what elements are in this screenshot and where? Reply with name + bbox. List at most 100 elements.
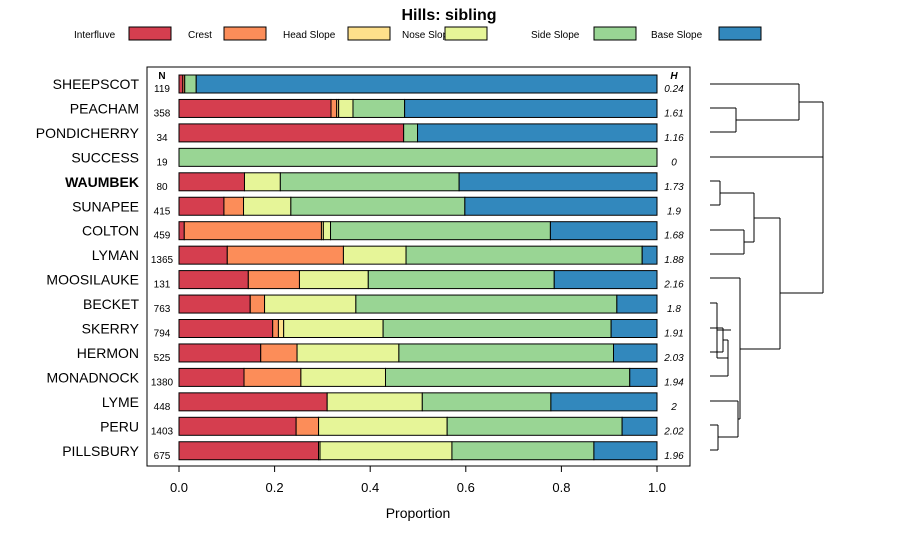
dendrogram-branch <box>779 130 824 349</box>
category-label: PONDICHERRY <box>36 125 140 141</box>
bar-segment-side-slope <box>290 196 466 216</box>
bar-segment-base-slope <box>616 294 658 314</box>
bar-segment-interfluve <box>178 416 297 436</box>
dendrogram-branch <box>710 102 824 158</box>
category-label: SHEEPSCOT <box>53 76 140 92</box>
bar-row: SUNAPEE 415 1.9 <box>72 196 681 217</box>
bar-segment-crest <box>260 343 298 363</box>
bar-segment-nose-slope <box>243 196 292 216</box>
n-column-header: N <box>158 71 165 82</box>
bar-row: PEACHAM 358 1.61 <box>70 98 684 119</box>
category-label: PEACHAM <box>70 100 139 116</box>
h-value-label: 0 <box>671 157 677 168</box>
n-value-label: 358 <box>154 108 171 119</box>
legend-swatch <box>444 26 488 41</box>
bar-segment-interfluve <box>178 98 332 118</box>
category-label: MOOSILAUKE <box>46 272 139 288</box>
dendrogram <box>710 83 824 451</box>
bar-segment-interfluve <box>178 441 320 461</box>
bar-segment-side-slope <box>446 416 623 436</box>
h-value-label: 1.88 <box>664 255 684 266</box>
bar-row: MONADNOCK 1380 1.94 <box>46 367 684 388</box>
bar-segment-interfluve <box>178 123 405 143</box>
bar-segment-nose-slope <box>319 441 453 461</box>
bar-segment-side-slope <box>330 221 551 241</box>
bar-row: PILLSBURY 675 1.96 <box>62 441 684 462</box>
n-value-label: 119 <box>154 84 170 95</box>
bar-row: COLTON 459 1.68 <box>82 221 684 242</box>
bar-row: PONDICHERRY 34 1.16 <box>36 123 684 144</box>
bar-segment-interfluve <box>178 367 245 387</box>
bar-segment-side-slope <box>367 270 555 290</box>
h-value-label: 1.91 <box>664 329 683 340</box>
bar-segment-side-slope <box>403 123 419 143</box>
bar-row: PERU 1403 2.02 <box>100 416 684 437</box>
bar-segment-interfluve <box>178 343 262 363</box>
bar-segment-base-slope <box>549 221 658 241</box>
chart-title: Hills: sibling <box>401 7 496 24</box>
legend-label: Base Slope <box>651 30 703 41</box>
bar-segment-base-slope <box>417 123 658 143</box>
x-tick-label: 0.8 <box>552 480 570 495</box>
legend-swatch <box>593 26 637 41</box>
bar-row: WAUMBEK 80 1.73 <box>65 172 684 193</box>
legend-label: Head Slope <box>283 30 336 41</box>
h-value-label: 1.61 <box>664 108 683 119</box>
category-label: COLTON <box>82 223 139 239</box>
bar-segment-interfluve <box>178 245 228 265</box>
n-value-label: 415 <box>154 206 171 217</box>
category-label: LYMAN <box>92 247 139 263</box>
dendrogram-branch <box>710 180 754 206</box>
category-label: HERMON <box>77 345 139 361</box>
bar-segment-interfluve <box>178 392 328 412</box>
bar-segment-base-slope <box>553 270 658 290</box>
category-label: LYME <box>102 394 139 410</box>
bar-segment-base-slope <box>458 172 658 192</box>
category-label: WAUMBEK <box>65 174 139 190</box>
legend-label: Crest <box>188 30 212 41</box>
n-value-label: 80 <box>156 182 168 193</box>
n-value-label: 1365 <box>151 255 174 266</box>
bar-segment-crest <box>295 416 320 436</box>
legend-swatch <box>223 26 267 41</box>
bar-segment-nose-slope <box>296 343 400 363</box>
bar-segment-base-slope <box>641 245 658 265</box>
bar-segment-side-slope <box>384 367 631 387</box>
bar-segment-nose-slope <box>300 367 386 387</box>
bar-segment-side-slope <box>382 319 612 338</box>
n-value-label: 794 <box>154 329 171 340</box>
category-label: PERU <box>100 418 139 434</box>
bar-segment-interfluve <box>178 319 274 338</box>
bar-segment-base-slope <box>464 196 658 216</box>
bar-row: SUCCESS 19 0 <box>71 147 677 168</box>
h-value-label: 2.16 <box>663 280 684 291</box>
bar-segment-crest <box>243 367 302 387</box>
bar-segment-base-slope <box>613 343 658 363</box>
bar-segment-nose-slope <box>283 319 384 338</box>
x-axis-label: Proportion <box>386 505 451 521</box>
bar-segment-base-slope <box>593 441 658 461</box>
bar-segment-head-slope <box>277 319 285 338</box>
bar-segment-crest <box>183 221 322 241</box>
bar-row: SKERRY 794 1.91 <box>82 319 684 340</box>
h-value-label: 1.96 <box>664 451 684 462</box>
legend-label: Interfluve <box>74 30 116 41</box>
h-value-label: 0.24 <box>664 84 684 95</box>
dendrogram-branch <box>710 83 823 133</box>
legend-label: Side Slope <box>531 30 580 41</box>
legend-swatch <box>718 26 762 41</box>
bar-segment-side-slope <box>178 147 658 167</box>
n-value-label: 1403 <box>151 426 174 437</box>
x-axis: 0.0 0.2 0.4 0.6 0.8 1.0 <box>170 466 666 495</box>
h-value-label: 1.73 <box>664 182 684 193</box>
bar-segment-nose-slope <box>322 221 332 241</box>
category-label: MONADNOCK <box>46 369 139 385</box>
n-value-label: 525 <box>154 353 171 364</box>
legend-label: Nose Slope <box>402 30 454 41</box>
bar-segment-nose-slope <box>318 416 448 436</box>
bar-segment-side-slope <box>279 172 460 192</box>
bar-segment-crest <box>247 270 300 290</box>
bar-segment-base-slope <box>610 319 658 338</box>
x-tick-label: 0.2 <box>266 480 284 495</box>
